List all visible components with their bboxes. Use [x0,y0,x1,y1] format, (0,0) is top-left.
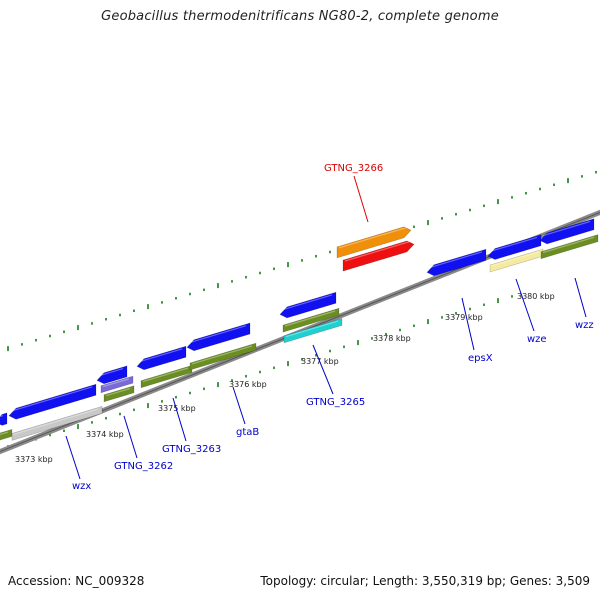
cds-2 [96,365,128,385]
gene-track [0,218,599,441]
kbp-label: 3373 kbp [15,455,53,464]
ann-9 [540,234,599,260]
ann-6 [282,307,340,333]
label-leader-line [172,397,187,442]
gene-label-wze[interactable]: wze [527,334,547,345]
label-leader-line [461,297,475,351]
gtng-3266-red [342,240,415,272]
cds-0 [0,412,8,426]
ann-3 [100,375,134,394]
gene-label-gtng-3262[interactable]: GTNG_3262 [114,461,173,472]
ann-5 [189,342,257,371]
cds-1 [8,383,97,420]
gene-label-gtng-3266[interactable]: GTNG_3266 [324,163,383,174]
cds-4 [186,322,251,352]
ann-1 [11,405,103,441]
ann-4 [140,364,193,389]
kbp-label: 3375 kbp [158,404,196,413]
gtng-3266-orange [336,226,412,259]
kbp-label: 3374 kbp [86,430,124,439]
label-leader-line [515,278,535,332]
genome-summary-text: Topology: circular; Length: 3,550,319 bp… [260,574,590,588]
gene-label-wzz[interactable]: wzz [575,320,594,331]
cds-3 [136,345,187,371]
cds-5 [279,291,337,319]
gene-label-gtng-3265[interactable]: GTNG_3265 [306,397,365,408]
label-leader-line [574,277,587,318]
ann-0 [0,428,13,441]
kbp-label: 3378 kbp [373,334,411,343]
accession-text: Accession: NC_009328 [8,574,145,588]
label-leader-line [65,435,81,480]
label-leader-line [312,344,334,395]
ann-2 [103,385,135,403]
ann-7 [283,317,343,344]
gene-label-epsx[interactable]: epsX [468,353,493,364]
label-leader-line [232,386,246,425]
gene-label-gtng-3263[interactable]: GTNG_3263 [162,444,221,455]
cds-6 [426,248,487,277]
gene-labels: wzx GTNG_3262 GTNG_3263 gtaB GTNG_3265 GTNG_3… [65,163,594,492]
cds-8 [539,218,595,245]
gene-label-gtab[interactable]: gtaB [236,427,259,438]
lower-tick-track [7,295,513,451]
label-leader-line [353,175,369,223]
upper-tick-track [7,170,597,352]
kbp-label: 3376 kbp [229,380,267,389]
kbp-label: 3380 kbp [517,292,555,301]
kbp-label: 3379 kbp [445,313,483,322]
label-leader-line [123,415,138,459]
genome-title: Geobacillus thermodenitrificans NG80-2, … [101,9,499,24]
gene-label-wzx[interactable]: wzx [72,481,91,492]
